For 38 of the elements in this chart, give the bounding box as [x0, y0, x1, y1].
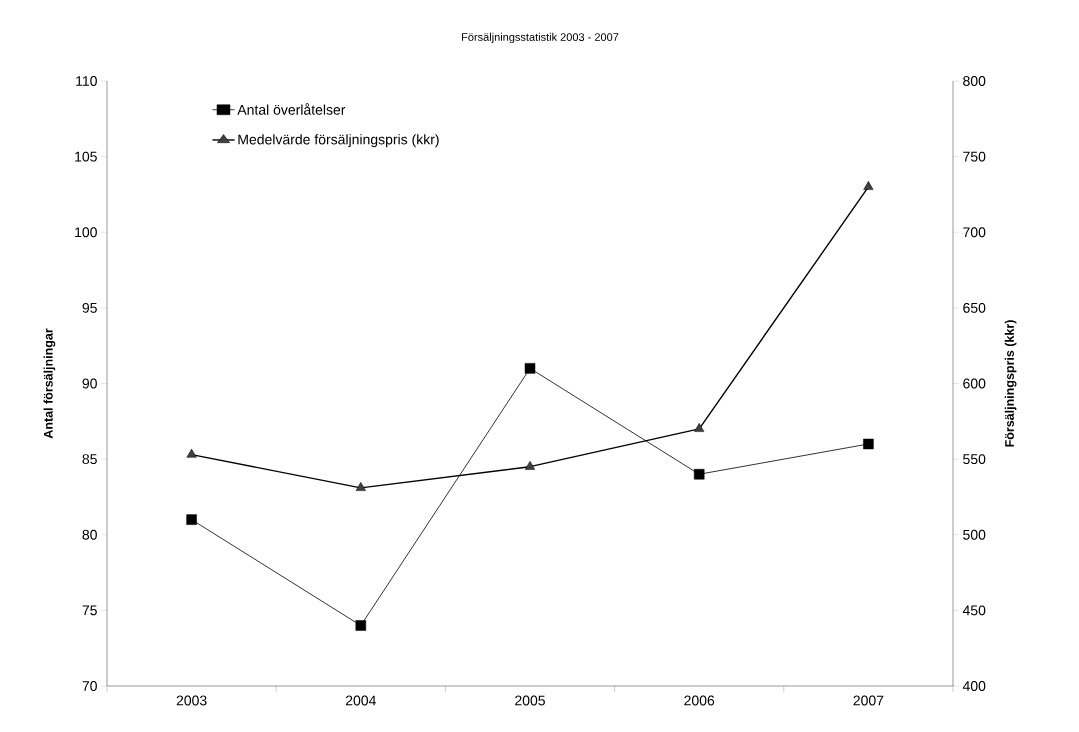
- y-tick-label: 105: [75, 151, 97, 162]
- y2-tick-label: 650: [963, 302, 986, 313]
- y2-tick-label: 550: [963, 454, 986, 465]
- y2-tick-label: 750: [963, 151, 986, 162]
- chart-title: Försäljningsstatistik 2003 - 2007: [462, 32, 619, 44]
- x-tick-label: 2004: [345, 695, 376, 706]
- y-tick-label: 100: [75, 227, 97, 238]
- x-tick-label: 2007: [853, 695, 884, 706]
- y2-tick-label: 600: [963, 378, 986, 389]
- y-tick-label: 90: [82, 378, 97, 389]
- x-tick-label: 2006: [684, 695, 715, 706]
- point: [524, 460, 536, 470]
- y2-axis-title: Försäljningspris (kkr): [1004, 320, 1017, 447]
- legend-label: Antal överlåtelser: [237, 103, 346, 115]
- x-tick-label: 2003: [176, 695, 207, 706]
- point: [694, 423, 705, 432]
- y-tick-label: 85: [82, 454, 97, 465]
- y2-tick-label: 700: [963, 227, 986, 238]
- point: [355, 620, 367, 631]
- point: [186, 448, 197, 458]
- point: [186, 514, 197, 525]
- y-axis-title: Antal försäljningar: [43, 328, 56, 439]
- y2-tick-label: 450: [962, 605, 986, 616]
- y2-tick-label: 400: [962, 681, 986, 691]
- y-tick-label: 70: [82, 681, 97, 691]
- point: [863, 438, 874, 450]
- point: [693, 469, 705, 480]
- y-tick-label: 110: [76, 76, 97, 86]
- x-tick-label: 2005: [515, 695, 545, 706]
- y-tick-label: 95: [82, 302, 97, 313]
- legend-label: Medelvärde försäljningspris (kkr): [238, 134, 439, 148]
- y2-tick-label: 800: [963, 76, 986, 86]
- y2-tick-label: 500: [963, 529, 986, 540]
- point: [524, 363, 536, 374]
- y-tick-label: 75: [82, 605, 97, 616]
- point: [355, 482, 366, 491]
- y-tick-label: 80: [82, 529, 97, 540]
- point: [863, 181, 874, 190]
